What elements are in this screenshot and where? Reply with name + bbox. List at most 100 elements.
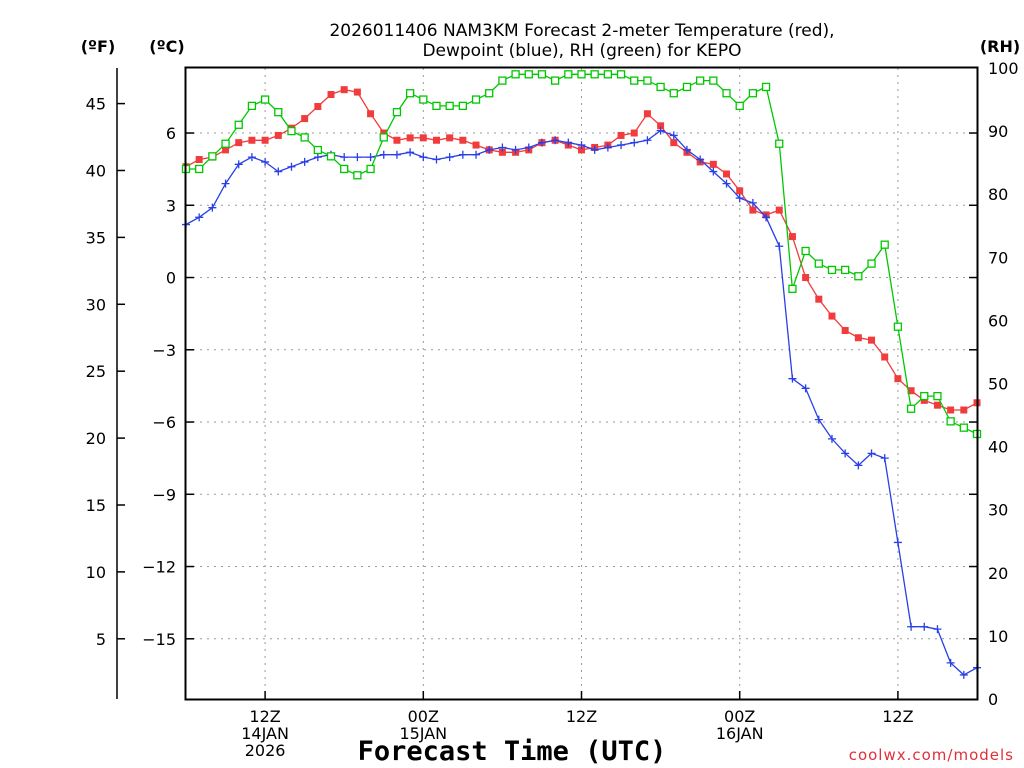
dewpoint-point — [195, 213, 204, 222]
temperature-point — [828, 312, 836, 320]
dewpoint-point — [814, 415, 823, 424]
dewpoint-point — [893, 538, 902, 547]
temperature-point — [854, 334, 862, 342]
relative-humidity-point — [485, 89, 494, 98]
temperature-point — [802, 274, 810, 282]
dewpoint-point — [234, 160, 243, 169]
dewpoint-point — [854, 461, 863, 470]
dewpoint-point — [907, 622, 916, 631]
dewpoint-point — [458, 150, 467, 159]
dewpoint-point — [617, 141, 626, 150]
relative-humidity-point — [893, 322, 903, 331]
temperature-point — [881, 353, 889, 361]
dewpoint-point — [696, 155, 705, 164]
relative-humidity-point — [208, 152, 217, 161]
dewpoint-point — [274, 167, 283, 176]
relative-humidity-point — [603, 70, 613, 79]
dewpoint-point — [762, 213, 771, 222]
temperature-point — [274, 131, 282, 139]
dewpoint-point — [682, 145, 691, 154]
dewpoint-point — [221, 179, 230, 188]
temperature-point — [340, 86, 348, 94]
temperature-point — [947, 406, 955, 414]
dewpoint-point — [247, 153, 256, 162]
temperature-point — [393, 136, 401, 144]
dewpoint-point — [735, 194, 744, 203]
dewpoint-point — [524, 143, 533, 152]
temperature-point — [775, 206, 783, 214]
celsius-tick-label: 3 — [166, 196, 176, 215]
relative-humidity-point — [458, 101, 468, 111]
dewpoint-point — [722, 179, 731, 188]
dewpoint-point — [709, 167, 718, 176]
temperature-point — [657, 122, 665, 130]
time-tick-label: 12Z — [882, 707, 913, 726]
temperature-point — [406, 134, 414, 142]
relative-humidity-point — [920, 391, 929, 401]
rh-tick-label: 100 — [988, 59, 1019, 78]
fahrenheit-tick-label: 30 — [86, 295, 106, 314]
credit-label: coolwx.com/models — [849, 746, 1014, 764]
temperature-point — [472, 141, 480, 149]
relative-humidity-line — [186, 73, 978, 435]
dewpoint-point — [392, 150, 401, 159]
celsius-tick-label: −6 — [152, 413, 176, 432]
relative-humidity-point — [827, 265, 837, 275]
relative-humidity-point — [761, 82, 771, 92]
temperature-point — [327, 90, 335, 98]
temperature-point — [841, 327, 849, 335]
relative-humidity-point — [814, 259, 823, 268]
dewpoint-point — [669, 131, 678, 140]
temperature-point — [419, 134, 427, 142]
dewpoint-point — [340, 153, 349, 162]
temperature-point — [894, 375, 902, 383]
relative-humidity-point — [577, 70, 586, 79]
fahrenheit-tick-label: 5 — [96, 630, 106, 649]
fahrenheit-tick-label: 10 — [86, 563, 106, 582]
temperature-point — [459, 136, 467, 144]
x-axis-title: Forecast Time (UTC) — [358, 736, 667, 767]
dewpoint-point — [920, 622, 929, 631]
relative-humidity-point — [709, 76, 718, 85]
relative-humidity-point — [630, 76, 639, 85]
relative-humidity-point — [682, 82, 692, 92]
dewpoint-point — [287, 162, 296, 171]
relative-humidity-point — [287, 126, 296, 136]
temperature-point — [749, 206, 757, 214]
relative-humidity-point — [195, 164, 204, 174]
temperature-point — [907, 387, 915, 395]
rh-tick-label: 0 — [988, 690, 998, 709]
dewpoint-point — [867, 449, 876, 458]
temperature-point — [380, 129, 388, 137]
temperature-point — [960, 406, 968, 414]
celsius-tick-label: −15 — [142, 630, 176, 649]
dewpoint-point — [551, 136, 560, 145]
temperature-point — [222, 146, 230, 154]
relative-humidity-point — [366, 164, 375, 174]
relative-humidity-point — [234, 120, 243, 129]
rh-tick-label: 80 — [988, 185, 1008, 204]
dewpoint-point — [485, 145, 494, 154]
rh-tick-label: 10 — [988, 627, 1008, 646]
celsius-tick-label: 6 — [166, 124, 176, 143]
rh-tick-label: 40 — [988, 438, 1008, 457]
dewpoint-point — [933, 625, 942, 634]
rh-axis-label: (RH) — [980, 37, 1020, 56]
relative-humidity-point — [550, 76, 560, 85]
dewpoint-point — [432, 155, 441, 164]
time-tick-label: 00Z — [408, 707, 439, 726]
temperature-point — [630, 129, 638, 137]
fahrenheit-tick-label: 15 — [86, 496, 106, 515]
dewpoint-point — [827, 434, 836, 443]
chart-title-line-2: Dewpoint (blue), RH (green) for KEPO — [422, 41, 741, 61]
relative-humidity-point — [445, 101, 454, 111]
celsius-axis-label: (ºC) — [149, 37, 184, 56]
temperature-point — [353, 88, 361, 96]
relative-humidity-point — [300, 133, 309, 142]
temperature-point — [367, 110, 375, 118]
relative-humidity-point — [221, 139, 230, 148]
relative-humidity-point — [313, 145, 322, 155]
temperature-point — [670, 139, 678, 147]
temperature-point — [248, 136, 256, 144]
